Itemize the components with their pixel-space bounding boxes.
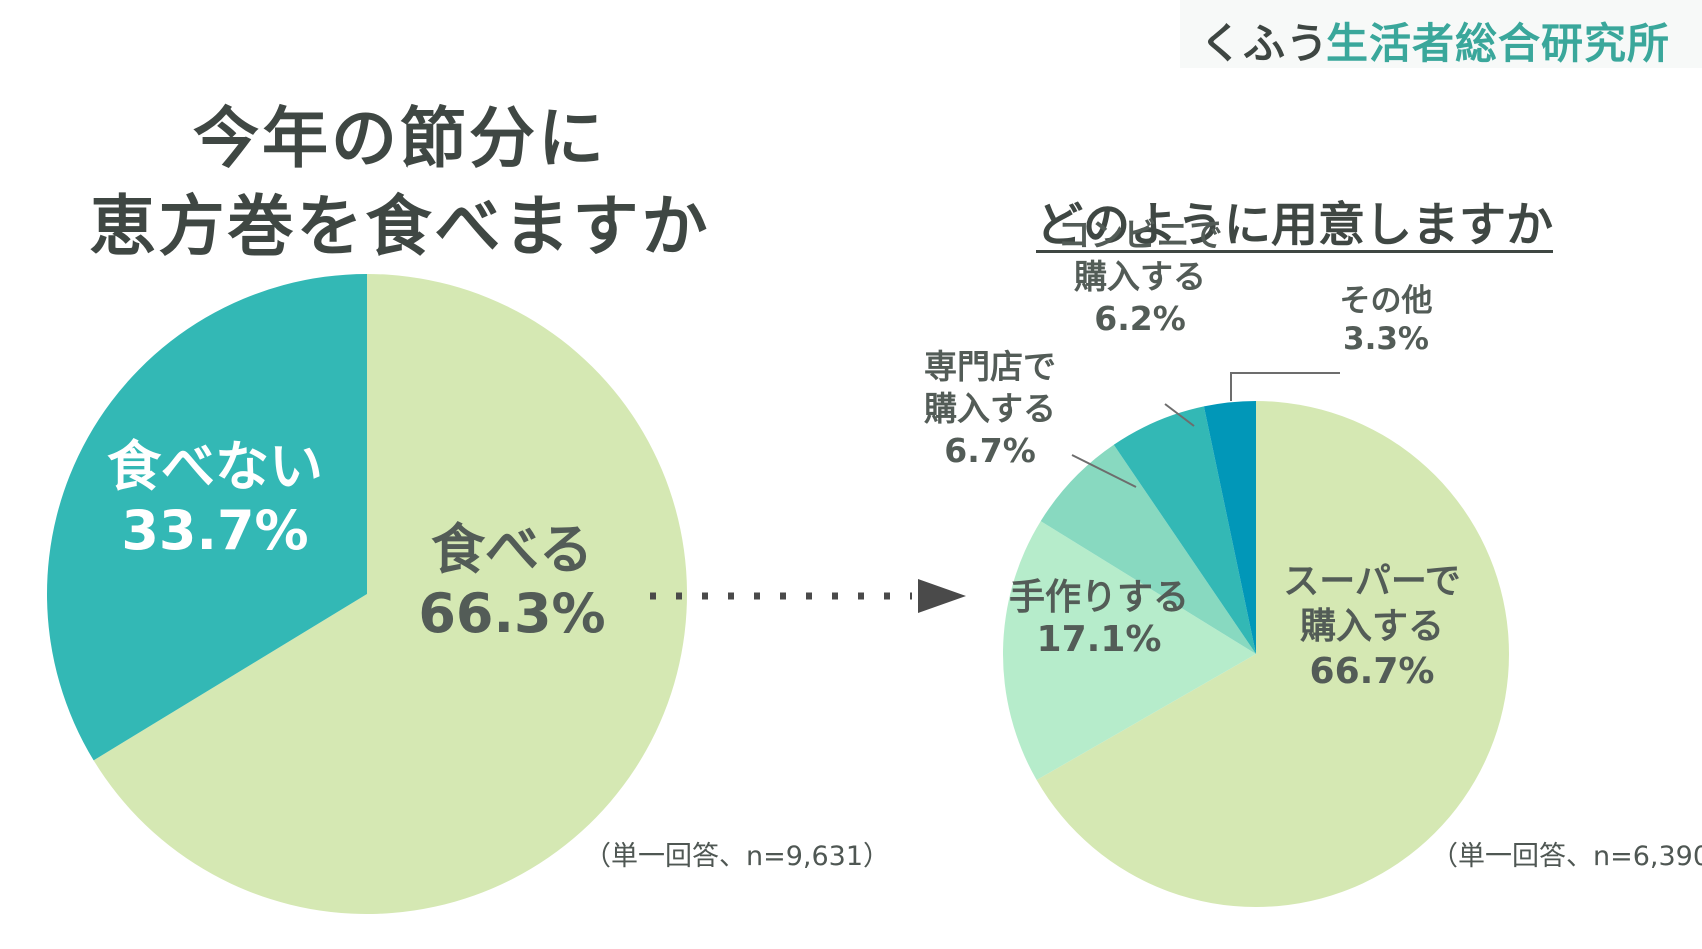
chart2-slice-5-value: 3.3% [1343,321,1429,357]
chart1-slice-2-value: 33.7% [121,499,308,562]
arrow-head-icon [918,579,966,613]
chart1-slice-1-label-line-1: 食べる [431,518,593,581]
chart1-slice-1-value: 66.3% [418,582,605,645]
chart1-slice-2-label-line-1: 食べない [107,435,323,498]
main-chart-title: 今年の節分に 恵方巻を食べますか [0,95,800,271]
chart1-slice-2 [46,274,368,761]
leader-sonota [1230,372,1340,401]
chart2-slice-3 [1040,444,1256,654]
chart2-slice-5 [1203,401,1256,654]
chart2-slice-1-value: 66.7% [1310,651,1435,692]
logo-background [1180,0,1702,68]
main-chart-title-line-2: 恵方巻を食べますか [89,188,711,265]
main-sample-note: （単一回答、n=9,631） [584,841,890,872]
leader-senmonten [1071,454,1137,488]
logo-brand: くふう [1200,19,1330,68]
leader-lines [1071,372,1340,488]
sub-pie-chart [1003,401,1509,908]
logo-institute: 生活者総合研究所 [1326,19,1671,68]
flow-arrow [650,579,966,613]
chart2-slice-4-value: 6.2% [1094,299,1186,338]
chart2-slice-1-label-line-1: スーパーで [1283,561,1460,602]
sub-chart-title: どのように用意しますか [1036,198,1553,253]
chart2-slice-1 [1036,401,1509,908]
main-chart-title-line-1: 今年の節分に [193,100,607,177]
chart2-slice-2-value: 17.1% [1037,619,1162,660]
slice-labels: 食べる66.3%食べない33.7%スーパーで購入する66.7%手作りする17.1… [107,215,1461,692]
chart2-slice-3-label-line-2: 購入する [924,389,1056,428]
chart2-slice-4-label-line-1: コンビニで [1058,215,1223,254]
chart2-slice-1-label-line-2: 購入する [1300,606,1444,647]
chart2-slice-5-label-line-1: その他 [1340,283,1433,319]
chart2-slice-2-label-line-1: 手作りする [1009,577,1189,618]
chart1-slice-1 [93,274,687,915]
chart2-slice-4 [1113,406,1256,654]
sub-sample-note: （単一回答、n=6,390） [1431,841,1702,872]
leader-konbini [1164,403,1195,427]
chart2-slice-3-value: 6.7% [944,431,1036,470]
main-pie-chart [46,274,687,915]
chart2-slice-3-label-line-1: 専門店で [924,347,1056,386]
chart2-slice-2 [1003,521,1256,781]
chart2-slice-4-label-line-2: 購入する [1074,257,1206,296]
